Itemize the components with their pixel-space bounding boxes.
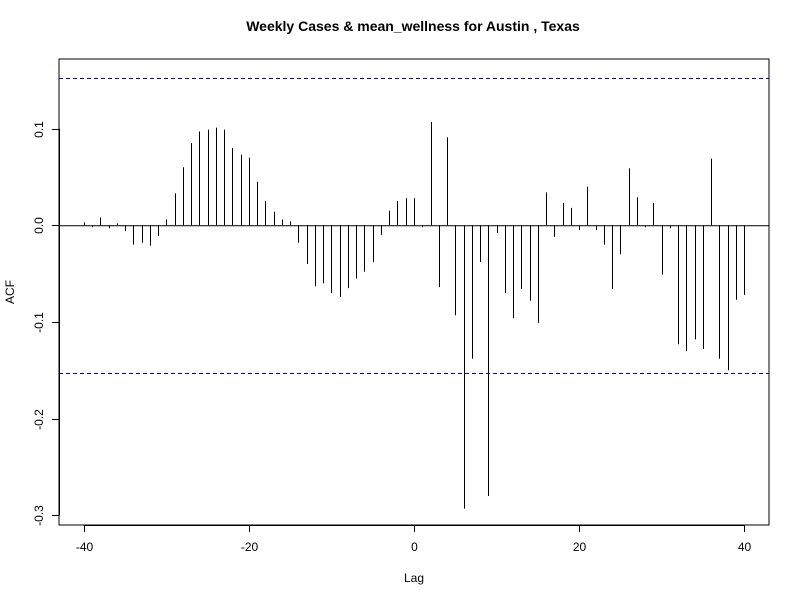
x-tick-label: 0 [411, 540, 418, 554]
y-tick-label: -0.1 [32, 312, 46, 333]
x-tick-label: -20 [241, 540, 259, 554]
x-tick-label: 40 [738, 540, 752, 554]
y-axis-label: ACF [3, 280, 17, 304]
y-tick-label: -0.2 [32, 409, 46, 430]
acf-bars [84, 121, 745, 509]
x-axis: -40 -20 0 20 40 [76, 525, 752, 554]
plot-frame [58, 58, 770, 526]
chart-title: Weekly Cases & mean_wellness for Austin … [246, 18, 580, 34]
y-tick-label: 0.1 [32, 121, 46, 138]
y-tick-label: -0.3 [32, 505, 46, 526]
x-axis-label: Lag [404, 571, 424, 585]
x-tick-label: 20 [573, 540, 587, 554]
y-axis: -0.3 -0.2 -0.1 0.0 0.1 [32, 121, 60, 526]
x-tick-label: -40 [76, 540, 94, 554]
y-tick-label: 0.0 [32, 217, 46, 234]
